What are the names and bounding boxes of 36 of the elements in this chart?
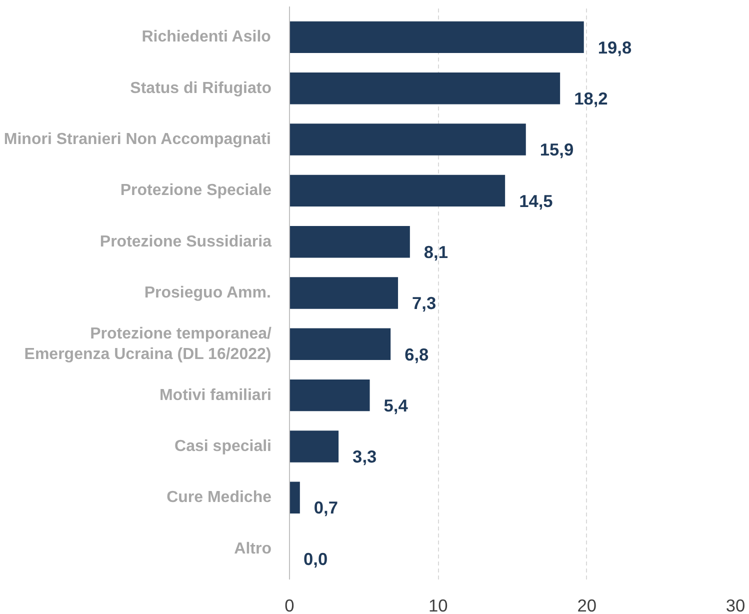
y-tick-label: Protezione Sussidiaria [100, 233, 272, 250]
data-label: 19,8 [598, 37, 632, 58]
bar [290, 482, 300, 514]
y-tick-label: Cure Mediche [166, 489, 272, 506]
bar [290, 379, 370, 412]
bar [290, 21, 584, 54]
x-tick-label: 20 [577, 596, 596, 614]
bar [290, 72, 560, 104]
y-tick-label: Motivi familiari [159, 386, 272, 404]
data-label: 7,3 [412, 293, 436, 314]
bar [290, 124, 526, 156]
data-label: 0,7 [314, 498, 338, 518]
y-tick-label: Richiedenti Asilo [142, 28, 272, 46]
y-tick-label: Minori Stranieri Non Accompagnati [4, 131, 271, 148]
x-tick-label: 10 [428, 596, 448, 614]
data-label: 3,3 [352, 446, 378, 467]
y-tick-label: Altro [234, 540, 272, 558]
data-label: 18,2 [574, 88, 608, 108]
bar [290, 430, 339, 462]
y-tick-label: Protezione Speciale [120, 182, 272, 200]
y-tick-label: Protezione temporanea/ Emergenza Ucraina (DL 16/2022) [24, 325, 272, 363]
data-label: 14,5 [519, 190, 554, 211]
bar [290, 277, 398, 309]
bar [290, 328, 391, 360]
x-tick-label: 30 [726, 596, 746, 614]
bar [290, 174, 506, 207]
y-tick-label: Prosieguo Amm. [144, 284, 271, 302]
data-label: 15,9 [540, 140, 574, 160]
data-label: 5,4 [384, 395, 408, 416]
y-tick-label: Status di Rifugiato [130, 80, 272, 97]
data-label: 8,1 [424, 242, 448, 262]
y-tick-label: Casi speciali [174, 438, 272, 455]
x-tick-label: 0 [284, 596, 294, 614]
data-label: 6,8 [404, 344, 430, 364]
bar [290, 226, 410, 258]
data-label: 0,0 [304, 548, 328, 569]
